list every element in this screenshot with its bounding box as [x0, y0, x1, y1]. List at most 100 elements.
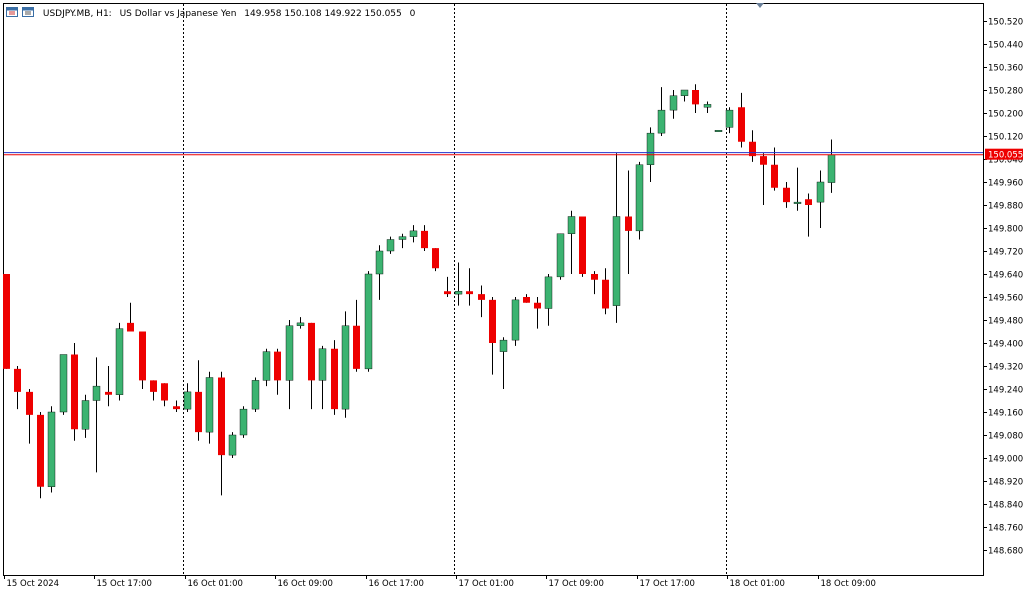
candle-body-bear	[308, 322, 315, 381]
candle-body-bear	[760, 156, 767, 165]
candle-body-bull	[364, 273, 373, 370]
candle	[602, 268, 609, 315]
candle-body-bull	[816, 181, 825, 203]
x-tick-label: 18 Oct 01:00	[730, 579, 785, 589]
candle-body-bear	[14, 368, 21, 392]
candle-body-bear	[105, 391, 112, 395]
candle-body-bear	[139, 331, 146, 381]
candle	[183, 383, 192, 412]
candle-body-bear	[478, 294, 485, 300]
candle-body-bull	[544, 276, 553, 309]
candle	[47, 406, 56, 493]
candles	[3, 84, 836, 499]
candle-body-bear	[218, 377, 225, 456]
candle	[205, 371, 214, 444]
candle-body-bear	[738, 107, 745, 142]
candle	[421, 225, 428, 251]
candle-body-bear	[37, 414, 44, 487]
candle	[725, 107, 734, 134]
y-tick-label: 150.120	[988, 133, 1023, 143]
x-tick-label: 17 Oct 17:00	[640, 579, 695, 589]
y-tick-label: 150.360	[988, 64, 1023, 74]
y-tick-label: 148.840	[988, 501, 1023, 511]
candle	[161, 383, 168, 407]
candle	[692, 84, 699, 113]
candle-body-bear	[534, 302, 541, 309]
candle	[262, 348, 271, 387]
candle-body-bear	[421, 230, 428, 249]
candle-body-bull	[183, 391, 192, 410]
chart-shift-marker	[756, 3, 764, 8]
candle	[59, 354, 68, 415]
y-tick-label: 150.200	[988, 110, 1023, 120]
candle	[523, 294, 530, 303]
candle	[591, 271, 598, 295]
candle	[760, 153, 767, 205]
y-tick-label: 150.440	[988, 41, 1023, 51]
candle-body-bull	[725, 109, 734, 128]
candle-body-bear	[195, 391, 202, 433]
candle-body-bear	[771, 164, 778, 188]
candle-body-bull	[251, 380, 260, 410]
candle	[195, 360, 202, 441]
candle	[612, 153, 621, 323]
candle-body-bull	[714, 130, 723, 132]
candle-body-bull	[92, 385, 101, 401]
candle	[308, 322, 315, 410]
current-price-tag	[985, 148, 1023, 160]
candle	[296, 317, 305, 329]
x-tick-label: 17 Oct 09:00	[549, 579, 604, 589]
candle	[386, 236, 395, 254]
candle-body-bull	[454, 291, 463, 295]
candle	[375, 245, 384, 300]
candle	[173, 400, 180, 412]
y-tick-label: 149.320	[988, 363, 1023, 373]
candle	[14, 366, 21, 410]
x-tick-label: 16 Oct 17:00	[369, 579, 424, 589]
candle-body-bull	[635, 164, 644, 232]
candle	[331, 340, 338, 415]
candle	[341, 311, 350, 418]
candle-body-bull	[386, 239, 395, 252]
candle-body-bear	[749, 141, 756, 157]
candle	[657, 87, 666, 136]
candle-body-bull	[511, 299, 520, 341]
candle-body-bear	[353, 325, 360, 369]
candle-body-bear	[127, 322, 134, 332]
candle-body-bear	[523, 297, 530, 303]
candle	[489, 297, 496, 375]
day-separators	[183, 4, 727, 575]
candle	[680, 89, 689, 102]
candle	[669, 90, 678, 119]
candle-body-bull	[318, 348, 327, 381]
candle	[499, 337, 508, 389]
symbol-description: US Dollar vs Japanese Yen	[119, 9, 237, 19]
candle-body-bull	[285, 325, 294, 381]
candle	[239, 406, 248, 438]
candle-body-bull	[409, 230, 418, 237]
y-tick-label: 148.680	[988, 547, 1023, 557]
candle	[251, 377, 260, 412]
candle	[478, 285, 485, 318]
candle-body-bear	[805, 199, 812, 205]
y-tick-label: 150.280	[988, 87, 1023, 97]
candle-body-bull	[827, 154, 836, 183]
symbol-label: USDJPY.MB, H1:	[42, 9, 112, 19]
candle	[71, 343, 78, 441]
candle	[827, 139, 836, 193]
candle-body-bull	[680, 89, 689, 96]
candle-body-bear	[274, 351, 281, 381]
candle-body-bull	[47, 411, 56, 487]
x-tick-label: 15 Oct 2024	[7, 579, 60, 589]
y-tick-label: 149.480	[988, 317, 1023, 327]
candle-body-bull	[556, 233, 565, 278]
candle-body-bull	[499, 339, 508, 352]
candle	[579, 216, 586, 277]
candle	[353, 299, 360, 372]
y-tick-label: 149.000	[988, 455, 1023, 465]
candle-body-bear	[331, 348, 338, 410]
plot-frame	[3, 3, 984, 576]
candle	[115, 322, 124, 401]
